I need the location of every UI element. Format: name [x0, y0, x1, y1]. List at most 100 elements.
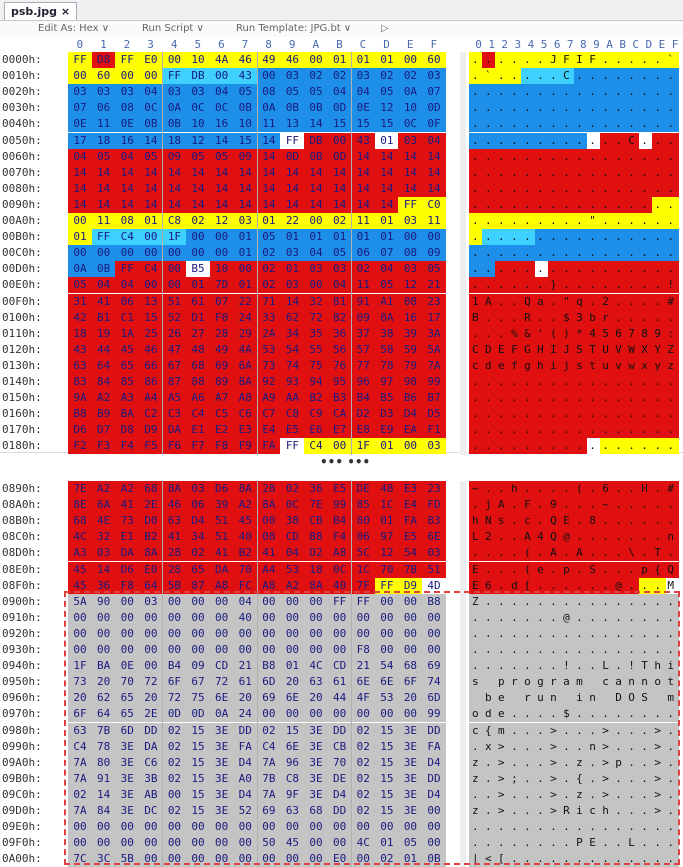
hex-byte[interactable]: 41 [209, 545, 234, 562]
hex-byte[interactable]: 10 [233, 116, 258, 133]
hex-byte[interactable]: A9 [256, 390, 281, 407]
hex-byte[interactable]: 14 [351, 196, 376, 213]
hex-byte[interactable]: 5A [422, 341, 447, 358]
hex-byte[interactable]: 00 [209, 819, 234, 836]
hex-byte[interactable]: 64 [91, 357, 116, 374]
hex-byte[interactable]: 79 [398, 357, 423, 374]
hex-byte[interactable]: 00 [115, 819, 140, 836]
hex-byte[interactable]: 3E [304, 754, 329, 771]
hex-byte[interactable]: 76 [327, 357, 352, 374]
hex-byte[interactable]: 15 [186, 803, 211, 819]
hex-byte[interactable]: 12 [374, 545, 399, 562]
hex-byte[interactable]: 4C [304, 658, 329, 675]
hex-byte[interactable]: 99 [422, 706, 447, 723]
hex-byte[interactable]: 04 [91, 277, 116, 294]
hex-byte[interactable]: 00 [209, 642, 234, 658]
hex-byte[interactable]: B5 [374, 390, 399, 407]
hex-byte[interactable]: 01 [374, 52, 399, 68]
hex-byte[interactable]: 41 [256, 545, 281, 562]
hex-byte[interactable]: E4 [398, 497, 423, 514]
hex-byte[interactable]: 02 [351, 738, 376, 755]
hex-byte[interactable]: FA [398, 513, 423, 530]
hex-byte[interactable]: 04 [304, 245, 329, 262]
hex-byte[interactable]: 13 [280, 116, 305, 133]
hex-byte[interactable]: 00 [304, 625, 329, 642]
hex-byte[interactable]: 10 [186, 52, 211, 68]
hex-byte[interactable]: E8 [351, 422, 376, 439]
hex-byte[interactable]: 10 [398, 100, 423, 117]
hex-byte[interactable]: 00 [280, 819, 305, 836]
hex-byte[interactable]: 74 [280, 357, 305, 374]
hex-byte[interactable]: E0 [138, 561, 163, 578]
hex-byte[interactable]: 14 [351, 164, 376, 181]
hex-byte[interactable]: 32 [91, 529, 116, 546]
hex-byte[interactable]: 17 [422, 309, 447, 326]
hex-byte[interactable]: 7A [68, 770, 93, 787]
hex-byte[interactable]: 6E [422, 529, 447, 546]
hex-byte[interactable]: 0D [327, 100, 352, 117]
hex-byte[interactable]: 06 [91, 100, 116, 117]
hex-byte[interactable]: 50 [256, 835, 281, 852]
hex-byte[interactable]: F7 [186, 438, 211, 455]
hex-byte[interactable]: 00 [209, 835, 234, 852]
hex-byte[interactable]: 00 [280, 642, 305, 658]
hex-byte[interactable]: 67 [186, 674, 211, 691]
hex-byte[interactable]: 00 [351, 819, 376, 836]
hex-byte[interactable]: 0C [398, 116, 423, 133]
file-tab[interactable]: psb.jpg × [4, 2, 78, 20]
hex-byte[interactable]: 03 [422, 438, 447, 455]
hex-byte[interactable]: 9A [68, 390, 93, 407]
hex-byte[interactable]: D4 [398, 406, 423, 423]
hex-byte[interactable]: 6D [115, 722, 140, 739]
hex-byte[interactable]: 96 [280, 754, 305, 771]
hex-byte[interactable]: 1F [351, 438, 376, 455]
hex-byte[interactable]: 3E [304, 786, 329, 803]
hex-byte[interactable]: A0 [233, 770, 258, 787]
hex-byte[interactable]: 68 [186, 357, 211, 374]
hex-byte[interactable]: 00 [374, 609, 399, 626]
hex-byte[interactable]: 8A [138, 545, 163, 562]
hex-byte[interactable]: 3E [209, 722, 234, 739]
hex-byte[interactable]: 01 [186, 277, 211, 294]
hex-byte[interactable]: FF [68, 52, 93, 68]
hex-byte[interactable]: 00 [398, 642, 423, 658]
hex-byte[interactable]: 00 [327, 438, 352, 455]
hex-byte[interactable]: 1F [162, 229, 187, 246]
hex-byte[interactable]: 07 [209, 293, 234, 310]
hex-byte[interactable]: 70 [115, 674, 140, 691]
hex-byte[interactable]: 00 [162, 52, 187, 68]
hex-byte[interactable]: 15 [186, 770, 211, 787]
hex-byte[interactable]: 23 [422, 481, 447, 497]
hex-byte[interactable]: FD [422, 497, 447, 514]
hex-byte[interactable]: 69 [209, 357, 234, 374]
hex-byte[interactable]: 08 [115, 213, 140, 229]
hex-byte[interactable]: 46 [162, 497, 187, 514]
hex-byte[interactable]: 99 [422, 374, 447, 390]
hex-byte[interactable]: 65 [115, 357, 140, 374]
hex-byte[interactable]: 41 [91, 293, 116, 310]
hex-byte[interactable]: 02 [327, 213, 352, 229]
hex-byte[interactable]: 3A [422, 325, 447, 342]
hex-byte[interactable]: 01 [68, 229, 93, 246]
hex-byte[interactable]: 05 [327, 245, 352, 262]
hex-byte[interactable]: 00 [327, 132, 352, 149]
hex-byte[interactable]: DE [351, 481, 376, 497]
hex-byte[interactable]: 65 [115, 690, 140, 707]
hex-byte[interactable]: 14 [422, 180, 447, 197]
hex-byte[interactable]: B2 [304, 390, 329, 407]
hex-byte[interactable]: 06 [351, 529, 376, 546]
hex-byte[interactable]: 11 [351, 277, 376, 294]
hex-byte[interactable]: C4 [68, 738, 93, 755]
hex-byte[interactable]: 00 [327, 609, 352, 626]
hex-byte[interactable]: D4 [327, 786, 352, 803]
hex-byte[interactable]: 3E [398, 722, 423, 739]
hex-byte[interactable]: 14 [233, 196, 258, 213]
hex-byte[interactable]: 00 [186, 835, 211, 852]
hex-byte[interactable]: 00 [374, 706, 399, 723]
hex-byte[interactable]: 11 [351, 213, 376, 229]
hex-byte[interactable]: 14 [280, 164, 305, 181]
hex-byte[interactable]: 00 [91, 625, 116, 642]
hex-byte[interactable]: 00 [327, 642, 352, 658]
hex-byte[interactable]: 00 [68, 835, 93, 852]
hex-byte[interactable]: 0E [115, 116, 140, 133]
